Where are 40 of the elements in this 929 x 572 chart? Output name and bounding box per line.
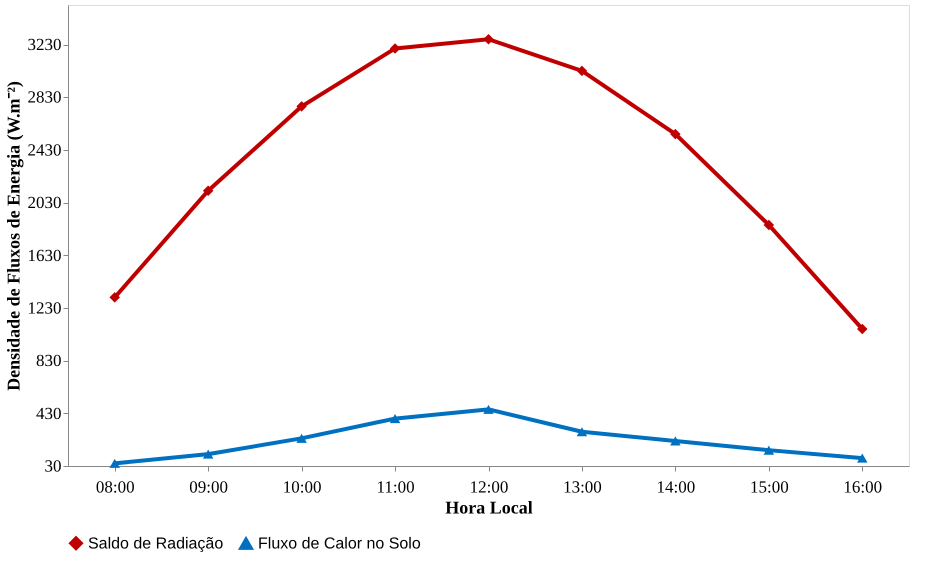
legend-label: Saldo de Radiação	[88, 535, 224, 552]
x-tick-label: 11:00	[376, 478, 415, 496]
point	[390, 414, 400, 424]
y-tick-label: 2430	[28, 140, 62, 160]
x-axis-title: Hora Local	[445, 498, 533, 518]
point	[576, 66, 588, 76]
point	[483, 34, 494, 44]
point	[857, 454, 868, 463]
legend-label: Fluxo de Calor no Solo	[258, 536, 421, 553]
point	[390, 43, 400, 54]
point	[576, 427, 588, 436]
x-tick-label: 09:00	[189, 478, 228, 496]
y-tick-label: 430	[36, 404, 62, 423]
point	[670, 128, 681, 140]
y-axis-title: Densidade de Fluxos de Energia (W.m⁻²)	[4, 81, 24, 391]
point	[202, 185, 214, 196]
x-tick-label: 16:00	[843, 478, 882, 496]
x-tick-label: 08:00	[96, 478, 135, 496]
point	[296, 434, 307, 443]
point	[202, 450, 214, 459]
point	[483, 404, 494, 414]
y-tick-label: 830	[36, 351, 62, 370]
y-tick-label: 30	[44, 456, 62, 476]
x-tick-label: 12:00	[470, 478, 508, 496]
x-tick-label: 10:00	[282, 478, 322, 496]
y-tick-label: 1230	[28, 298, 62, 318]
y-tick-label: 1630	[28, 246, 62, 265]
x-tick-label: 15:00	[750, 478, 789, 496]
point	[670, 436, 681, 446]
point	[296, 101, 307, 112]
x-tick-label: 13:00	[563, 478, 602, 496]
point	[109, 458, 120, 468]
point	[857, 324, 868, 334]
y-tick-label: 2830	[28, 88, 62, 107]
point	[764, 446, 774, 455]
x-tick-label: 14:00	[656, 478, 696, 496]
y-tick-label: 3230	[28, 35, 62, 54]
point	[764, 220, 774, 230]
y-tick-label: 2030	[28, 193, 62, 212]
point	[109, 292, 120, 303]
